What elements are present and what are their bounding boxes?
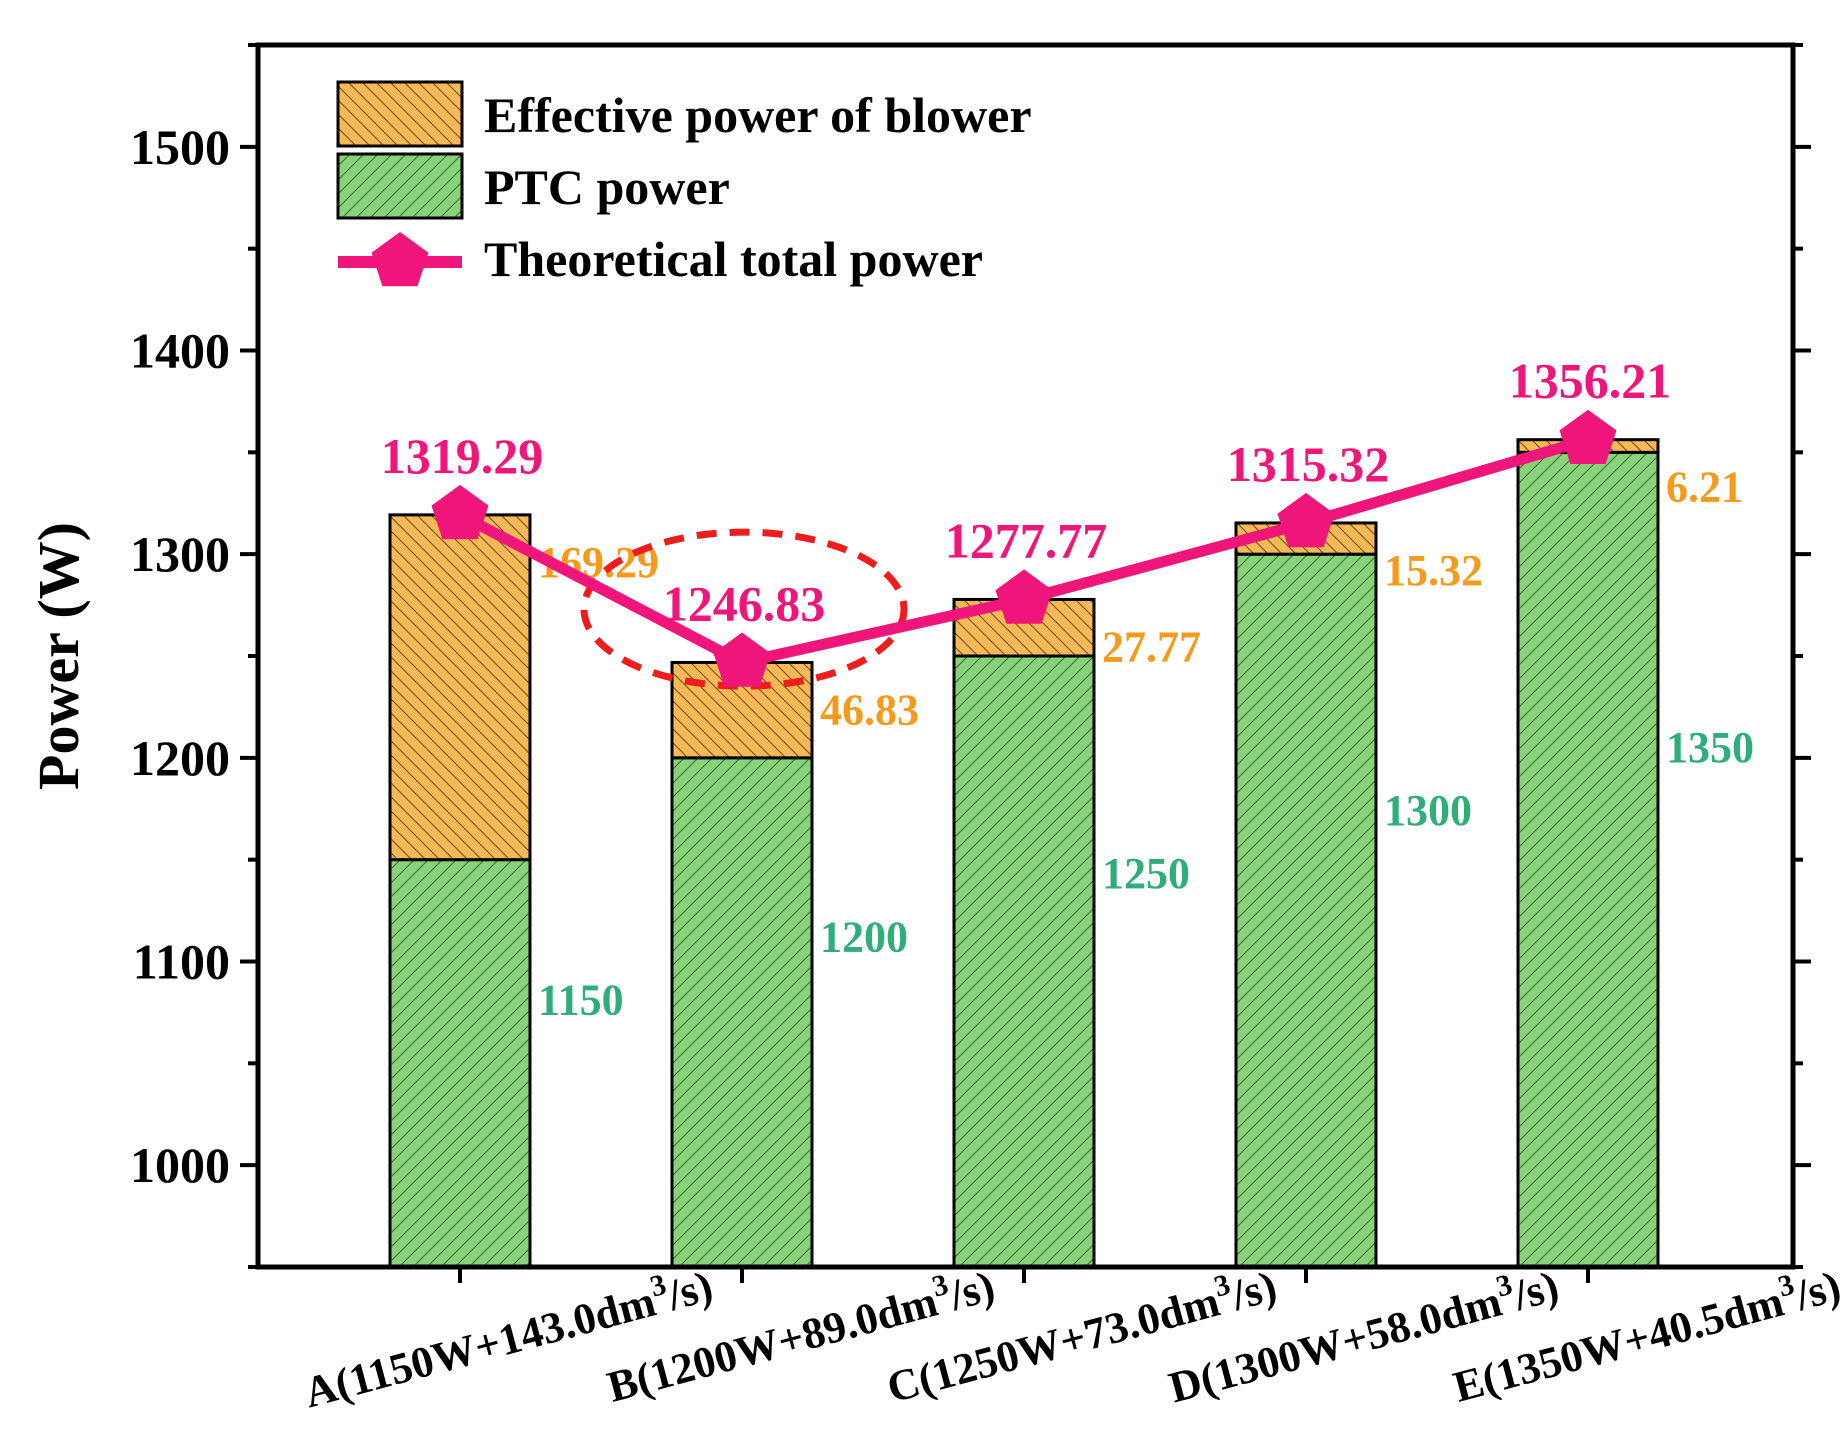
annotation-layer	[580, 528, 908, 690]
y-tick-label: 1400	[130, 323, 230, 379]
total-power-label: 1246.83	[663, 575, 826, 631]
blower-value-label: 6.21	[1666, 463, 1743, 512]
total-power-marker	[713, 632, 771, 687]
legend-label: PTC power	[484, 159, 730, 215]
blower-bar	[670, 660, 814, 760]
total-power-label: 1319.29	[381, 428, 544, 484]
y-tick-label: 1200	[130, 730, 230, 786]
blower-bar	[388, 513, 532, 862]
y-tick-label: 1500	[130, 119, 230, 175]
legend-label: Theoretical total power	[484, 231, 983, 287]
y-axis: 1000 1100 1200 1300 1400 1500	[130, 43, 1811, 1269]
ptc-value-label: 1250	[1102, 849, 1190, 898]
y-tick-label: 1100	[133, 934, 230, 990]
ptc-bar	[1234, 552, 1378, 1269]
total-power-marker	[431, 484, 489, 540]
legend-ptc-swatch	[336, 152, 464, 220]
legend: Effective power of blower PTC power Theore…	[336, 80, 1032, 287]
y-tick-label: 1000	[130, 1137, 230, 1193]
ptc-value-label: 1350	[1666, 723, 1754, 772]
legend-blower-swatch	[336, 80, 464, 148]
x-label-unit: /s)	[1507, 1261, 1563, 1320]
y-tick-label: 1300	[130, 526, 230, 582]
highlight-ellipse	[580, 528, 908, 690]
total-power-label: 1315.32	[1227, 436, 1390, 492]
ptc-bar	[952, 654, 1096, 1269]
total-power-label: 1356.21	[1509, 353, 1672, 409]
x-label-unit: /s)	[1789, 1261, 1843, 1320]
total-power-marker	[1277, 493, 1335, 548]
x-label-unit: /s)	[661, 1261, 717, 1320]
legend-label: Effective power of blower	[484, 87, 1032, 143]
bar-labels-layer: 1150169.29120046.83125027.77130015.32135…	[538, 463, 1754, 1025]
total-power-marker	[1559, 409, 1617, 464]
blower-value-label: 46.83	[820, 685, 919, 734]
total-power-label: 1277.77	[945, 512, 1108, 568]
total-power-marker	[995, 569, 1053, 624]
ptc-bar	[388, 858, 532, 1269]
ptc-value-label: 1300	[1384, 786, 1472, 835]
y-axis-title: Power (W)	[26, 522, 91, 790]
x-label-unit: /s)	[1225, 1261, 1281, 1320]
x-axis: A(1150W+143.0dm3/s)B(1200W+89.0dm3/s)C(1…	[299, 1261, 1843, 1418]
ptc-bar	[1516, 450, 1660, 1269]
total-power-line-layer: 1319.29 1246.83 1277.77 1315.32 1356.21	[381, 353, 1672, 687]
blower-value-label: 15.32	[1384, 546, 1483, 595]
blower-value-label: 27.77	[1102, 622, 1201, 671]
legend-marker-swatch	[371, 232, 429, 287]
ptc-value-label: 1150	[538, 975, 624, 1024]
x-label-unit: /s)	[943, 1261, 999, 1320]
ptc-bar	[670, 756, 814, 1269]
ptc-value-label: 1200	[820, 912, 908, 961]
x-label-main: A(1150W+143.0dm	[299, 1277, 661, 1418]
